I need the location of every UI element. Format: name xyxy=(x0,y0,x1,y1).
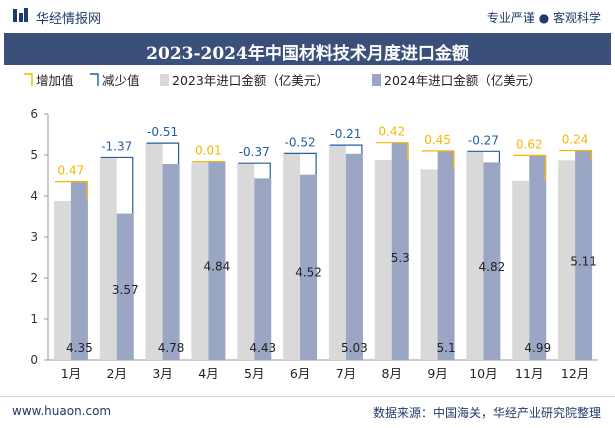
legend-label: 减少值 xyxy=(102,73,140,88)
y-tick-label: 3 xyxy=(30,230,38,244)
x-tick-label: 12月 xyxy=(561,366,589,381)
value-label-2024: 4.99 xyxy=(524,341,551,355)
data-source: 数据来源：中国海关，华经产业研究院整理 xyxy=(373,404,601,421)
legend-swatch-s1 xyxy=(372,74,381,86)
bar-2023 xyxy=(146,143,163,360)
bar-2024 xyxy=(346,154,363,360)
brand-name: 华经情报网 xyxy=(36,8,101,27)
change-label: -0.52 xyxy=(285,135,316,149)
value-label-2024: 4.78 xyxy=(158,341,185,355)
value-label-2024: 4.43 xyxy=(249,341,276,355)
change-label: 0.62 xyxy=(516,137,543,151)
change-label: -1.37 xyxy=(101,139,132,153)
x-tick-label: 5月 xyxy=(244,366,264,381)
change-label: -0.37 xyxy=(239,145,270,159)
tagline: 专业严谨 ● 客观科学 xyxy=(487,9,601,26)
bar-2023 xyxy=(512,181,529,360)
x-tick-label: 4月 xyxy=(198,366,218,381)
brand-logo-icon xyxy=(12,7,29,24)
bar-2023 xyxy=(283,153,300,360)
x-tick-label: 2月 xyxy=(107,366,127,381)
x-tick-label: 8月 xyxy=(382,366,402,381)
value-label-2024: 4.84 xyxy=(204,260,231,274)
legend-swatch-inc xyxy=(24,74,32,86)
x-tick-label: 6月 xyxy=(290,366,310,381)
bar-2024 xyxy=(254,178,271,360)
x-tick-label: 9月 xyxy=(427,366,447,381)
y-tick-label: 6 xyxy=(30,107,38,121)
bar-2024 xyxy=(163,164,180,360)
footer: www.huaon.com 数据来源：中国海关，华经产业研究院整理 xyxy=(0,396,615,428)
change-label: -0.51 xyxy=(147,125,178,139)
change-label: -0.27 xyxy=(468,133,499,147)
bar-2023 xyxy=(421,169,438,360)
y-tick-label: 1 xyxy=(30,312,38,326)
site-url: www.huaon.com xyxy=(12,404,111,418)
change-label: 0.24 xyxy=(562,132,589,146)
bar-2023 xyxy=(100,157,117,360)
change-label: 0.45 xyxy=(424,133,451,147)
y-tick-label: 0 xyxy=(30,353,38,367)
bar-2023 xyxy=(466,151,483,360)
bar-2024 xyxy=(438,151,455,360)
change-label: 0.47 xyxy=(58,164,85,178)
bar-2024 xyxy=(71,182,88,360)
legend-swatch-s0 xyxy=(160,74,169,86)
y-tick-label: 5 xyxy=(30,148,38,162)
legend-label: 2024年进口金额（亿美元） xyxy=(384,73,541,88)
legend-label: 2023年进口金额（亿美元） xyxy=(172,73,329,88)
x-tick-label: 10月 xyxy=(469,366,497,381)
bar-2023 xyxy=(237,163,254,360)
change-label: 0.42 xyxy=(378,125,405,139)
bar-2023 xyxy=(329,145,346,360)
value-label-2024: 5.03 xyxy=(341,341,368,355)
x-tick-label: 7月 xyxy=(336,366,356,381)
y-tick-label: 2 xyxy=(30,271,38,285)
title-bar: 2023-2024年中国材料技术月度进口金额 xyxy=(4,33,611,65)
bar-2023 xyxy=(54,201,71,360)
value-label-2024: 4.82 xyxy=(479,260,506,274)
value-label-2024: 5.1 xyxy=(437,341,456,355)
legend-label: 增加值 xyxy=(36,73,74,88)
legend-swatch-dec xyxy=(90,74,98,86)
value-label-2024: 3.57 xyxy=(112,283,139,297)
x-tick-label: 3月 xyxy=(152,366,172,381)
x-tick-label: 1月 xyxy=(61,366,81,381)
change-label: -0.21 xyxy=(330,127,361,141)
chart-title: 2023-2024年中国材料技术月度进口金额 xyxy=(4,39,611,64)
bar-2024 xyxy=(529,155,546,360)
value-label-2024: 5.11 xyxy=(570,255,597,269)
value-label-2024: 4.35 xyxy=(66,341,93,355)
value-label-2024: 4.52 xyxy=(295,266,322,280)
chart: 增加值 减少值 2023年进口金额（亿美元） 2024年进口金额（亿美元） 0 1 2 3 4 5… xyxy=(0,66,615,396)
change-label: 0.01 xyxy=(195,144,222,158)
top-bar: 华经情报网 专业严谨 ● 客观科学 xyxy=(0,0,615,31)
bar-2023 xyxy=(375,160,392,360)
x-tick-label: 11月 xyxy=(515,366,543,381)
value-label-2024: 5.3 xyxy=(391,251,410,265)
y-tick-label: 4 xyxy=(30,189,38,203)
